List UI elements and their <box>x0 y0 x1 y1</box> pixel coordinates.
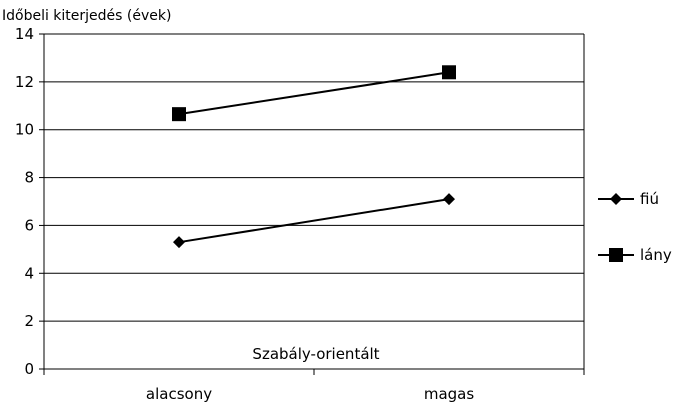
data-point-lány <box>442 65 456 80</box>
y-tick-label: 4 <box>24 264 34 282</box>
chart-annotation: Szabály-orientált <box>252 345 379 363</box>
y-tick-label: 6 <box>24 216 34 234</box>
data-point-fiú <box>443 193 455 206</box>
legend-label: fiú <box>640 190 659 208</box>
y-tick-label: 2 <box>24 312 34 330</box>
series-line-lány <box>178 71 450 116</box>
y-tick-label: 0 <box>24 360 34 378</box>
data-point-fiú <box>173 236 185 249</box>
data-series <box>172 65 456 249</box>
series-line-fiú <box>178 198 450 244</box>
legend-label: lány <box>640 246 672 264</box>
x-tick-label: magas <box>424 385 475 403</box>
y-axis-label: Időbeli kiterjedés (évek) <box>2 8 171 24</box>
y-tick-labels: 0 2 4 6 8 10 12 14 <box>15 25 34 378</box>
x-tick-labels: alacsony magas <box>146 385 474 403</box>
axes <box>39 33 585 375</box>
data-point-lány <box>172 107 186 122</box>
y-tick-label: 10 <box>15 121 34 139</box>
legend-marker <box>610 193 622 205</box>
gridlines <box>44 33 584 322</box>
y-tick-label: 12 <box>15 73 34 91</box>
y-tick-label: 14 <box>15 25 34 43</box>
legend: fiú lány <box>598 190 672 264</box>
x-tick-label: alacsony <box>146 385 212 403</box>
legend-marker <box>609 248 623 262</box>
y-tick-label: 8 <box>24 169 34 187</box>
